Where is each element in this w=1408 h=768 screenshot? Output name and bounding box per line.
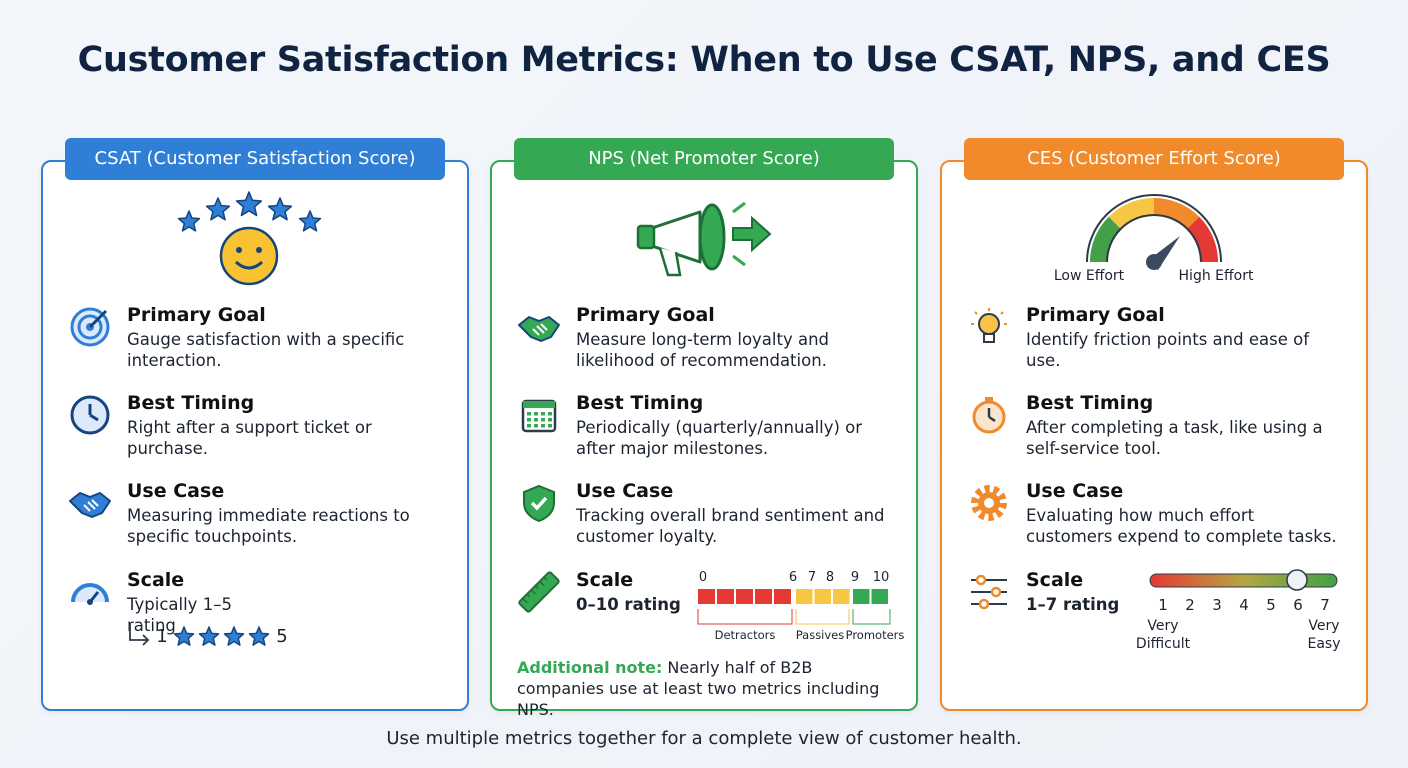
section-label: Use Case <box>1026 480 1124 502</box>
note-text: Nearly half of B2B companies use at leas… <box>517 658 880 719</box>
scale-tick: 7 <box>1320 596 1330 614</box>
scale-tick: 3 <box>1212 596 1222 614</box>
section-text: Gauge satisfaction with a specific inter… <box>127 330 405 370</box>
scale-tick: 6 <box>1293 596 1303 614</box>
section-text: Measure long-term loyalty and likelihood… <box>576 330 830 370</box>
scale-tick: 0 <box>698 570 708 585</box>
section-label: Scale <box>1026 569 1084 591</box>
section-label: Primary Goal <box>576 304 715 326</box>
scale-tick: 4 <box>1239 596 1249 614</box>
scale-tick: 8 <box>825 570 835 585</box>
section-text: Right after a support ticket or purchase… <box>127 418 372 458</box>
section-text: Evaluating how much effort customers exp… <box>1026 506 1337 546</box>
gauge-label: Low Effort <box>1053 268 1125 284</box>
section-label: Use Case <box>576 480 674 502</box>
scale-group: Detractors <box>714 628 776 642</box>
section-text: Periodically (quarterly/annually) or aft… <box>576 418 863 458</box>
note: Additional note: Nearly half of B2B compa… <box>517 657 897 720</box>
note-label: Additional note: <box>517 658 663 677</box>
section-text: Tracking overall brand sentiment and cus… <box>576 506 885 546</box>
gauge-label: High Effort <box>1178 268 1254 284</box>
scale-tick: 9 <box>850 570 860 585</box>
section-text: After completing a task, like using a se… <box>1026 418 1323 458</box>
card-header: CES (Customer Effort Score) <box>964 138 1344 180</box>
scale-group: Passives <box>795 628 845 642</box>
scale-tick: 5 <box>1266 596 1276 614</box>
scale-max: 5 <box>276 626 288 647</box>
scale-high-label: Very Easy <box>1307 618 1341 652</box>
section-text: 0–10 rating <box>576 595 681 614</box>
scale-tick: 7 <box>807 570 817 585</box>
section-text: 1–7 rating <box>1026 595 1120 614</box>
scale-min: 1 <box>156 626 168 647</box>
scale-tick: 2 <box>1185 596 1195 614</box>
footer: Use multiple metrics together for a comp… <box>386 728 1022 749</box>
scale-low-label: Very Difficult <box>1135 618 1191 652</box>
scale-tick: 6 <box>788 570 798 585</box>
section-text: Typically 1–5 rating <box>127 595 232 635</box>
scale-group: Promoters <box>845 628 905 642</box>
card-header: CSAT (Customer Satisfaction Score) <box>65 138 445 180</box>
section-label: Scale <box>127 569 185 591</box>
scale-tick: 10 <box>872 570 890 585</box>
section-label: Use Case <box>127 480 225 502</box>
section-label: Best Timing <box>1026 392 1154 414</box>
card-header: NPS (Net Promoter Score) <box>514 138 894 180</box>
section-text: Identify friction points and ease of use… <box>1026 330 1309 370</box>
section-text: Measuring immediate reactions to specifi… <box>127 506 410 546</box>
section-label: Primary Goal <box>127 304 266 326</box>
title: Customer Satisfaction Metrics: When to U… <box>77 40 1331 80</box>
section-label: Best Timing <box>127 392 255 414</box>
section-label: Best Timing <box>576 392 704 414</box>
section-label: Scale <box>576 569 634 591</box>
section-label: Primary Goal <box>1026 304 1165 326</box>
scale-tick: 1 <box>1158 596 1168 614</box>
